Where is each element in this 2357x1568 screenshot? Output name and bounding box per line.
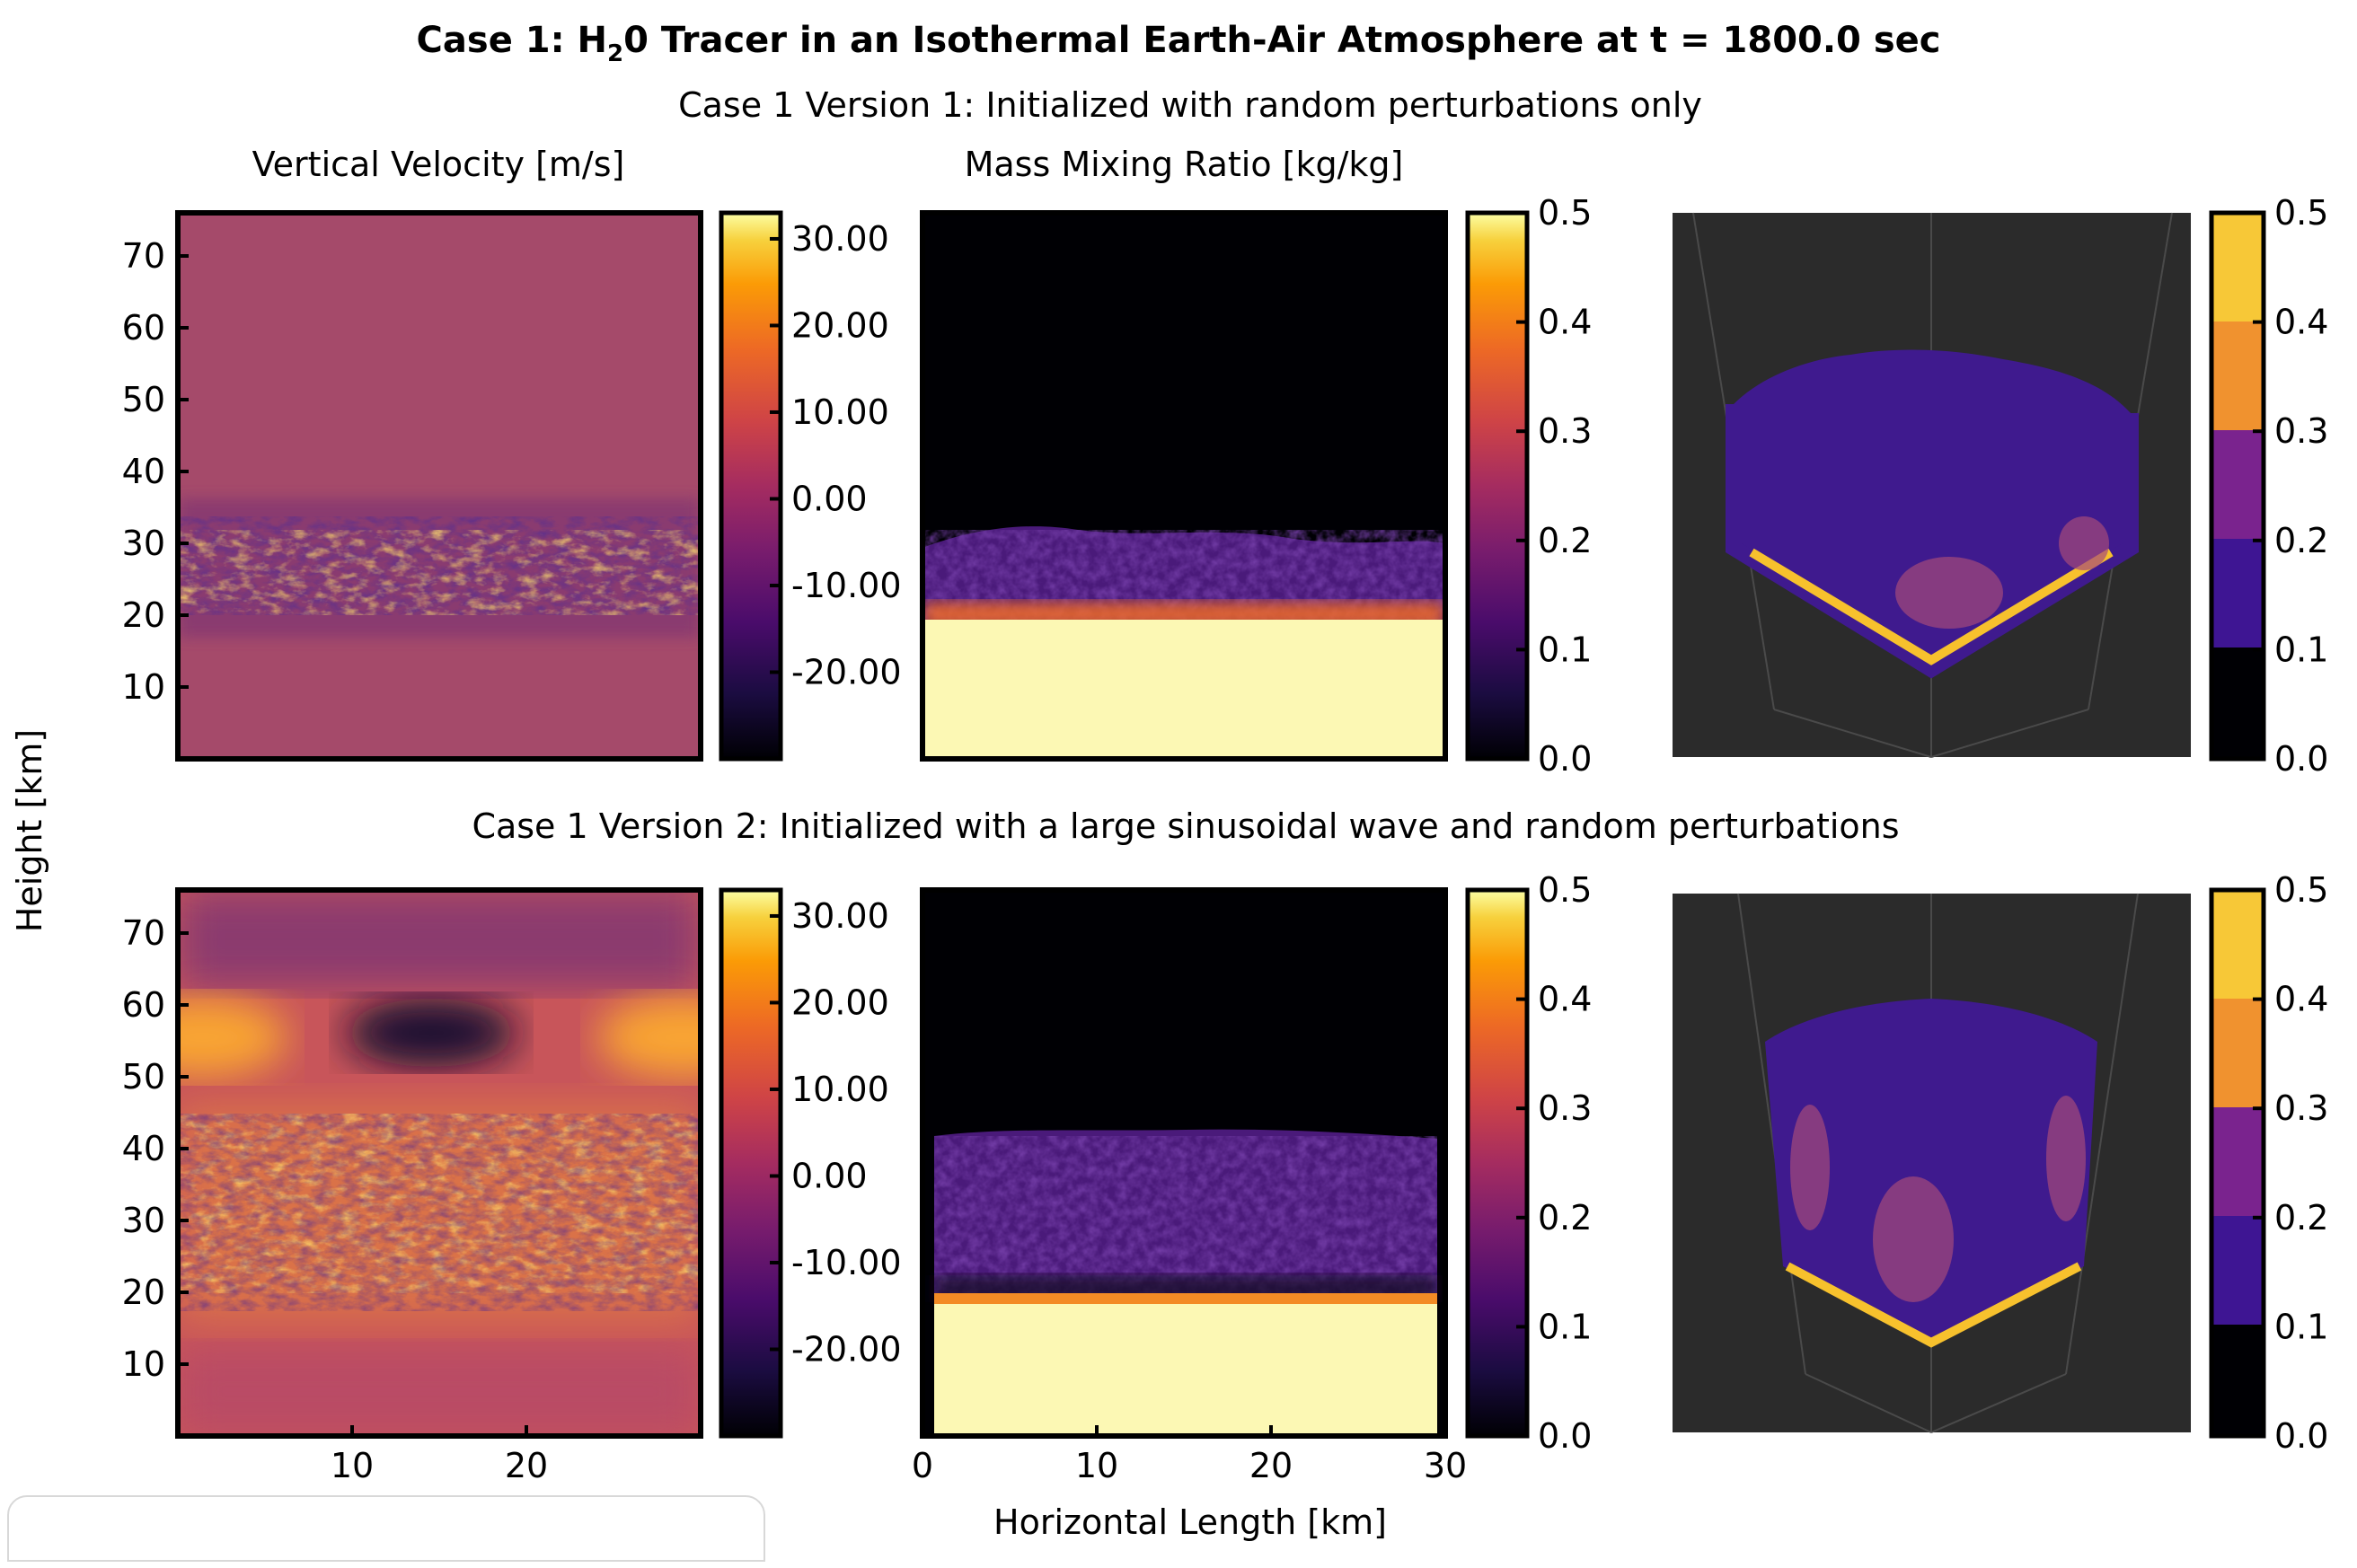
colorbar-tick-label: -20.00 <box>791 1329 902 1369</box>
x-tick-label: 10 <box>331 1446 374 1485</box>
colorbar-tick-label: 0.5 <box>2274 870 2328 910</box>
y-axis-label: Height [km] <box>10 729 49 932</box>
y-tick-label: 10 <box>122 1344 165 1384</box>
y-tick-label: 60 <box>122 308 165 348</box>
tick-layer: 10 20 30 40 50 60 70 10 20 30 40 50 60 70 10 20 0 10 20 30 3… <box>122 193 2329 1485</box>
row1-title: Case 1 Version 1: Initialized with rando… <box>678 85 1702 125</box>
colorbar-tick-label: 0.4 <box>1538 980 1592 1019</box>
colorbar-tick-label: 0.00 <box>791 1156 868 1195</box>
axes-frames <box>175 210 1448 1439</box>
colorbar-tick-label: 0.2 <box>1538 1198 1592 1238</box>
colorbar-tick-label: -10.00 <box>791 1243 902 1282</box>
colorbar-tick-label: 0.3 <box>1538 1088 1592 1128</box>
colorbars <box>719 210 1530 1439</box>
y-tick-label: 30 <box>122 524 165 563</box>
colorbar-velocity-row1 <box>719 210 783 762</box>
colorbar-velocity-row2 <box>719 887 783 1439</box>
panel-title-mixing-ratio: Mass Mixing Ratio [kg/kg] <box>965 145 1404 184</box>
colorbar-tick-label: 0.4 <box>2274 980 2328 1019</box>
colorbar-tick-label: 0.3 <box>2274 411 2328 451</box>
colorbar-tick-label: 0.2 <box>2274 1198 2328 1238</box>
y-tick-label: 20 <box>122 595 165 635</box>
y-tick-label: 60 <box>122 985 165 1025</box>
y-tick-label: 50 <box>122 1057 165 1097</box>
x-tick-label: 10 <box>1075 1446 1118 1485</box>
colorbar-tick-label: 0.2 <box>1538 521 1592 560</box>
colorbar-tick-label: 30.00 <box>791 896 889 936</box>
x-tick-label: 20 <box>1249 1446 1293 1485</box>
colorbar-tick-label: 0.0 <box>2274 739 2328 779</box>
colorbar-tick-label: 0.1 <box>2274 1307 2328 1346</box>
colorbar-tick-label: 0.0 <box>1538 739 1592 779</box>
panel-3d-row2 <box>1673 893 2191 1433</box>
x-axis-label: Horizontal Length [km] <box>993 1502 1387 1542</box>
heatmap-velocity-row1 <box>178 213 701 759</box>
y-tick-label: 50 <box>122 380 165 419</box>
colorbar-tick-label: 0.1 <box>1538 1307 1592 1346</box>
y-tick-label: 20 <box>122 1273 165 1312</box>
y-tick-label: 10 <box>122 667 165 707</box>
colorbar-tick-label: 0.0 <box>1538 1416 1592 1456</box>
colorbar-3d-row1 <box>2209 210 2266 762</box>
colorbar-tick-label: 0.2 <box>2274 521 2328 560</box>
y-tick-label: 70 <box>122 236 165 276</box>
colorbar-tick-label: 0.5 <box>1538 870 1592 910</box>
colorbar-tick-label: 0.00 <box>791 479 868 518</box>
colorbar-tick-label: 20.00 <box>791 305 889 345</box>
colorbar-tick-label: 30.00 <box>791 219 889 259</box>
heatmap-mixing-ratio-row1 <box>922 213 1445 759</box>
figure-title: Case 1: H20 Tracer in an Isothermal Eart… <box>417 20 1941 67</box>
colorbar-tick-label: 0.0 <box>2274 1416 2328 1456</box>
colorbar-tick-label: 0.5 <box>1538 193 1592 233</box>
x-tick-label: 20 <box>505 1446 548 1485</box>
colorbar-tick-label: 0.1 <box>1538 630 1592 669</box>
colorbar-tick-label: 0.5 <box>2274 193 2328 233</box>
colorbar-tick-label: 0.3 <box>1538 411 1592 451</box>
heatmap-mixing-ratio-row2 <box>922 890 1445 1436</box>
x-tick-label: 30 <box>1424 1446 1467 1485</box>
colorbar-mixing-ratio-row1 <box>1465 210 1530 762</box>
colorbar-mixing-ratio-row2 <box>1465 887 1530 1439</box>
panel-3d-row1 <box>1673 212 2191 758</box>
colorbar-tick-label: 20.00 <box>791 982 889 1022</box>
panel-title-velocity: Vertical Velocity [m/s] <box>252 145 625 184</box>
colorbar-tick-label: 10.00 <box>791 392 889 432</box>
y-tick-label: 40 <box>122 1129 165 1168</box>
colorbar-tick-label: -20.00 <box>791 652 902 692</box>
x-tick-label: 0 <box>912 1446 933 1485</box>
colorbar-3d-row2 <box>2209 887 2266 1439</box>
row2-title: Case 1 Version 2: Initialized with a lar… <box>472 806 1899 846</box>
colorbar-tick-label: 0.3 <box>2274 1088 2328 1128</box>
colorbar-tick-label: 0.4 <box>2274 303 2328 342</box>
y-tick-label: 70 <box>122 913 165 953</box>
heatmap-velocity-row2 <box>178 890 701 1436</box>
colorbar-tick-label: 0.4 <box>1538 303 1592 342</box>
bottom-overlay-bar <box>7 1495 765 1562</box>
y-tick-label: 30 <box>122 1201 165 1240</box>
colorbar-tick-label: 0.1 <box>2274 630 2328 669</box>
colorbar-tick-label: 10.00 <box>791 1070 889 1109</box>
colorbar-tick-label: -10.00 <box>791 566 902 605</box>
y-tick-label: 40 <box>122 452 165 491</box>
